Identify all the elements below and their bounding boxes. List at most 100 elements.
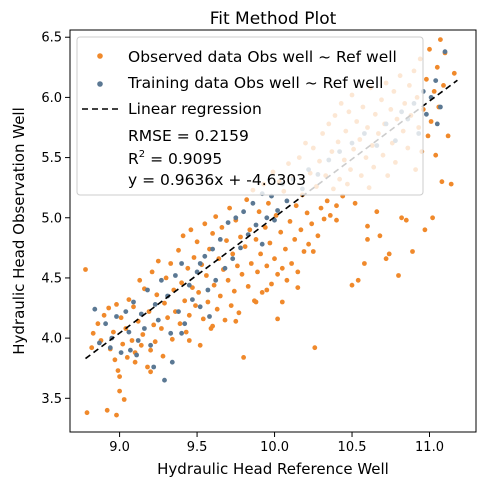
- observed-point: [202, 221, 208, 227]
- training-point: [159, 277, 164, 283]
- x-axis-label: Hydraulic Head Reference Well: [157, 460, 389, 478]
- training-point: [217, 237, 223, 242]
- observed-point: [309, 221, 315, 227]
- observed-point: [230, 251, 236, 257]
- observed-point: [180, 233, 186, 239]
- training-point: [135, 338, 141, 343]
- observed-point: [90, 330, 96, 336]
- observed-point: [179, 280, 185, 286]
- observed-point: [114, 302, 119, 307]
- observed-point: [256, 209, 262, 215]
- observed-point: [84, 410, 90, 416]
- observed-point: [120, 341, 126, 347]
- observed-point: [365, 223, 370, 229]
- observed-point: [224, 238, 229, 244]
- observed-point: [217, 293, 223, 299]
- observed-point: [267, 240, 273, 246]
- observed-point: [89, 345, 95, 351]
- training-point: [233, 215, 239, 221]
- training-point: [182, 321, 188, 327]
- observed-point: [148, 347, 154, 353]
- training-point: [241, 209, 247, 215]
- observed-point: [403, 217, 409, 223]
- training-point: [118, 350, 124, 355]
- observed-point: [292, 237, 298, 242]
- x-tick-label: 10.5: [338, 440, 367, 455]
- training-point: [442, 49, 448, 55]
- observed-point: [315, 233, 321, 239]
- equation-text: y = 0.9636x + -4.6303: [128, 171, 306, 189]
- observed-point: [244, 197, 250, 203]
- observed-point: [324, 198, 330, 204]
- observed-point: [118, 315, 124, 321]
- observed-point: [185, 265, 191, 271]
- observed-point: [225, 277, 231, 283]
- observed-point: [431, 89, 437, 94]
- observed-point: [433, 152, 439, 158]
- observed-point: [242, 244, 248, 250]
- training-point: [213, 277, 219, 283]
- training-point: [225, 220, 231, 226]
- observed-point: [112, 357, 118, 363]
- observed-point: [151, 322, 157, 328]
- observed-point: [132, 359, 138, 365]
- observed-point: [275, 271, 280, 277]
- observed-point: [253, 237, 259, 242]
- observed-point: [410, 249, 415, 254]
- observed-point: [295, 285, 301, 290]
- observed-point: [264, 263, 270, 269]
- observed-point: [289, 261, 294, 266]
- training-point: [197, 261, 203, 266]
- observed-point: [210, 231, 216, 236]
- observed-point: [441, 83, 446, 88]
- y-tick-label: 4.5: [41, 271, 62, 286]
- y-tick-label: 3.5: [41, 392, 62, 407]
- training-point: [434, 121, 440, 127]
- observed-point: [152, 339, 158, 345]
- observed-point: [279, 265, 285, 271]
- legend-training-marker: [97, 81, 103, 87]
- training-point: [238, 245, 243, 251]
- training-point: [126, 329, 132, 335]
- observed-point: [438, 37, 443, 42]
- observed-point: [451, 70, 457, 76]
- observed-point: [104, 407, 110, 413]
- training-point: [168, 330, 174, 336]
- training-point: [173, 273, 178, 278]
- training-point: [131, 299, 136, 305]
- observed-point: [298, 227, 304, 233]
- observed-point: [129, 338, 135, 343]
- observed-point: [182, 298, 188, 304]
- observed-point: [306, 241, 311, 247]
- observed-point: [148, 369, 154, 375]
- legend: Observed data Obs well ~ Ref well Traini…: [76, 36, 424, 196]
- observed-point: [448, 181, 454, 187]
- observed-point: [101, 312, 107, 318]
- observed-point: [188, 227, 194, 233]
- training-point: [222, 265, 228, 271]
- training-point: [205, 287, 211, 293]
- training-point: [134, 352, 140, 358]
- observed-point: [262, 225, 268, 230]
- training-point: [275, 208, 280, 213]
- y-axis-label: Hydraulic Head Observation Well: [10, 107, 28, 355]
- training-point: [152, 302, 158, 307]
- legend-training-label: Training data Obs well ~ Ref well: [127, 74, 383, 92]
- training-point: [151, 364, 157, 370]
- training-point: [142, 326, 147, 331]
- observed-point: [287, 219, 293, 224]
- observed-point: [266, 200, 271, 206]
- observed-point: [159, 326, 164, 331]
- training-point: [123, 309, 129, 314]
- observed-point: [241, 355, 247, 360]
- observed-point: [115, 368, 121, 373]
- observed-point: [321, 216, 327, 222]
- training-point: [250, 200, 256, 206]
- observed-point: [228, 303, 234, 308]
- training-point: [176, 309, 181, 314]
- observed-point: [210, 323, 216, 329]
- observed-point: [126, 297, 132, 302]
- training-point: [190, 297, 195, 302]
- training-point: [162, 377, 167, 383]
